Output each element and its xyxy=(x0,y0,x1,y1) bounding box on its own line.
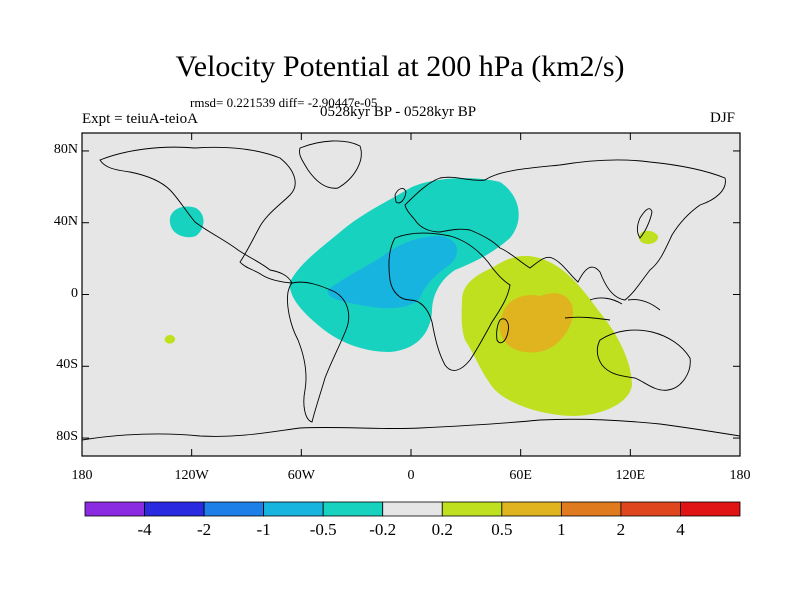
x-tick-label: 180 xyxy=(729,468,751,483)
colorbar-swatch xyxy=(620,501,681,517)
contour-positive-japan xyxy=(639,230,659,245)
y-tick-label: 40N xyxy=(53,213,78,229)
colorbar-swatch xyxy=(144,501,205,517)
x-tick-label: 60E xyxy=(509,468,532,483)
colorbar-label: -4 xyxy=(137,520,152,539)
colorbar-label: 1 xyxy=(557,520,566,539)
colorbar-swatch xyxy=(560,501,622,517)
colorbar-label: -1 xyxy=(256,520,271,539)
colorbar-swatch xyxy=(322,501,384,517)
coastlines xyxy=(82,140,740,441)
x-tick-label: 0 xyxy=(407,468,415,483)
colorbar-label: 0.5 xyxy=(491,520,513,539)
colorbar xyxy=(84,501,741,517)
season-label: DJF xyxy=(710,110,736,126)
colorbar-label: 4 xyxy=(676,520,685,539)
period-label: 0528kyr BP - 0528kyr BP xyxy=(320,104,477,120)
colorbar-swatch xyxy=(382,501,443,517)
experiment-label: Expt = teiuA-teioA xyxy=(82,111,198,127)
colorbar-swatch xyxy=(680,501,741,517)
colorbar-label: 2 xyxy=(616,520,626,539)
stats-line: rmsd= 0.221539 diff= -2.90447e-05 xyxy=(190,95,378,110)
x-tick-label: 120W xyxy=(174,468,209,483)
contour-negative-inner xyxy=(327,236,458,309)
colorbar-label: -2 xyxy=(196,520,212,539)
colorbar-label: -0.5 xyxy=(309,520,337,539)
y-tick-label: 80N xyxy=(53,141,78,157)
contour-negative-pacific xyxy=(169,206,204,238)
y-ticks xyxy=(82,150,740,439)
colorbar-label: -0.2 xyxy=(369,520,397,539)
map-title: Velocity Potential at 200 hPa (km2/s) xyxy=(175,50,625,83)
colorbar-swatch xyxy=(263,501,324,517)
colorbar-swatch xyxy=(84,501,145,517)
colorbar-swatch xyxy=(441,501,503,517)
y-tick-label: 0 xyxy=(71,285,78,301)
x-tick-label: 60W xyxy=(287,468,315,483)
x-tick-label: 180 xyxy=(71,468,93,483)
y-tick-label: 80S xyxy=(56,429,78,445)
colorbar-swatch xyxy=(501,501,562,517)
y-tick-label: 40S xyxy=(56,357,78,373)
x-ticks xyxy=(81,133,741,456)
colorbar-label: 0.2 xyxy=(431,520,453,539)
x-tick-label: 120E xyxy=(615,468,646,483)
contour-positive-inner xyxy=(499,293,574,353)
contour-positive-pacific xyxy=(164,335,176,344)
colorbar-swatch xyxy=(203,501,265,517)
